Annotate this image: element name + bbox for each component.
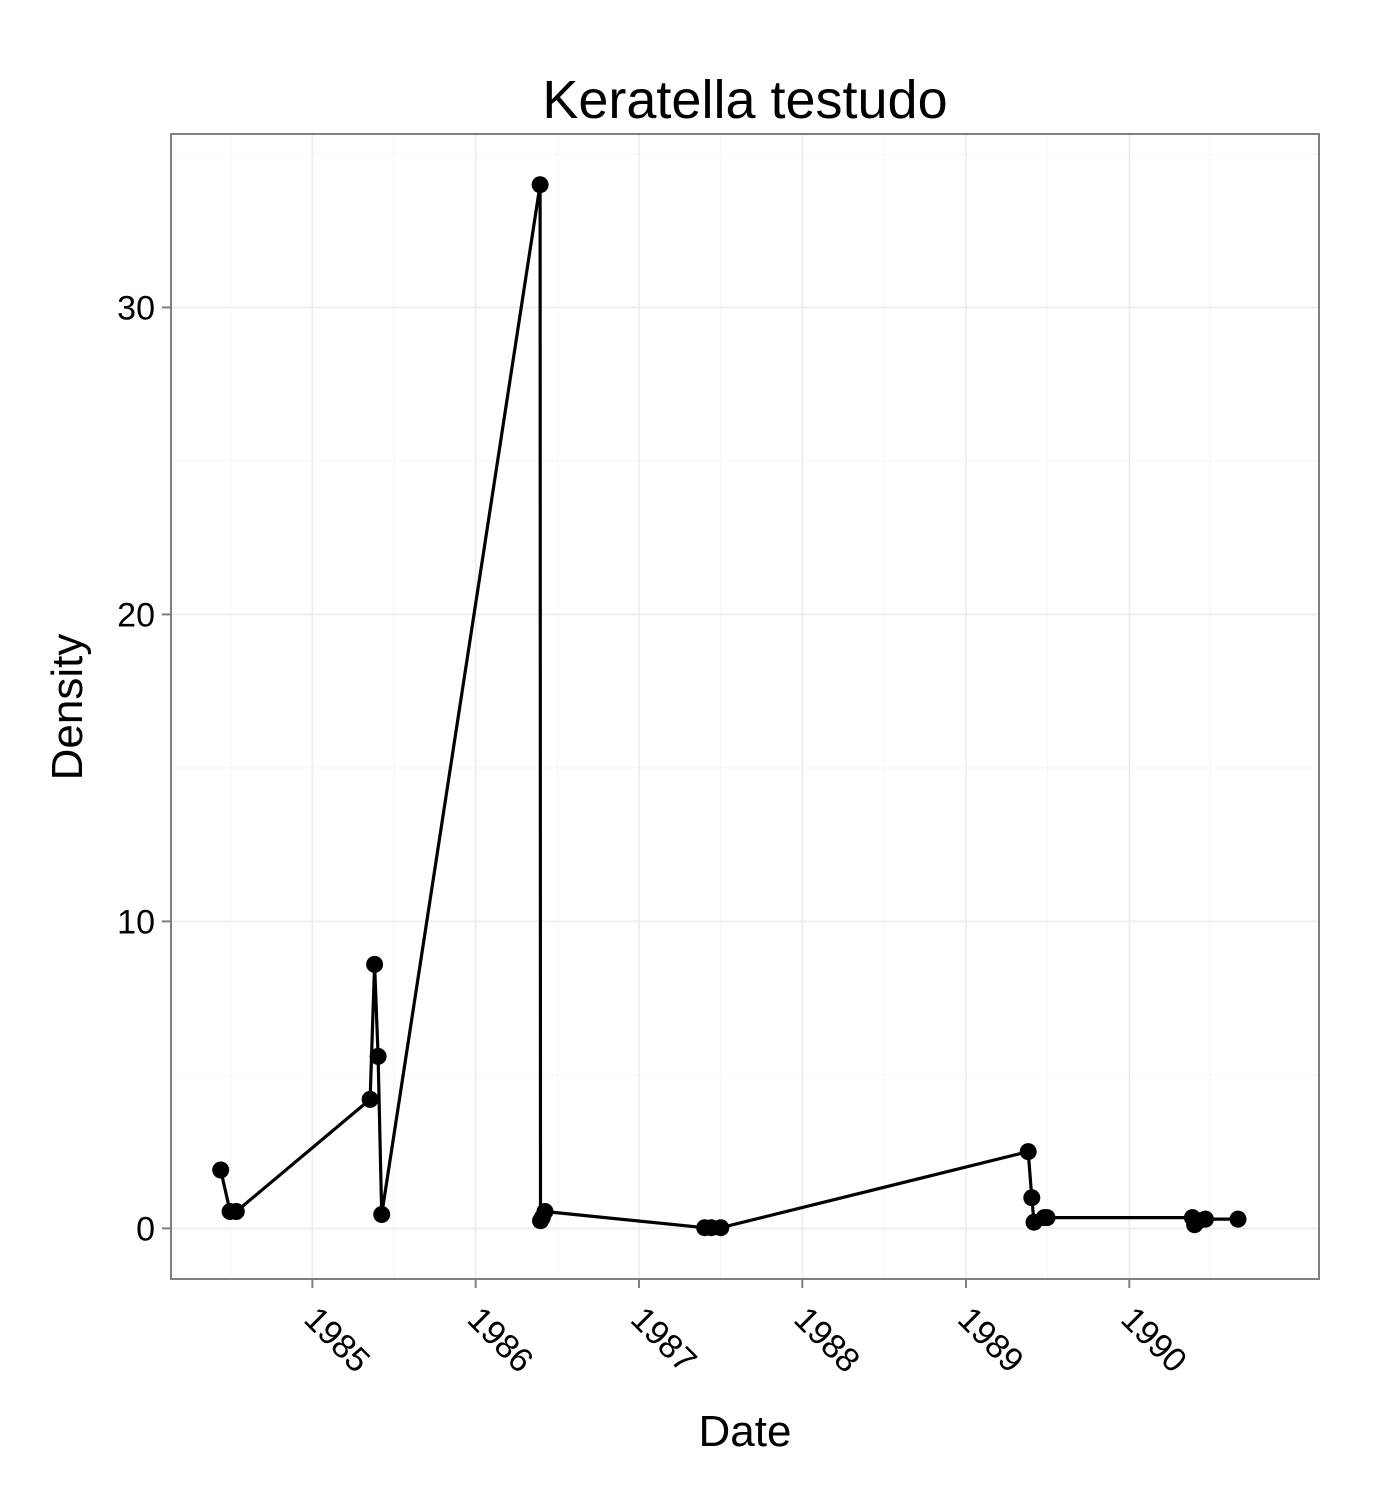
axis-ticks — [162, 306, 1131, 1288]
chart-title: Keratella testudo — [542, 70, 947, 130]
x-tick-label: 1989 — [950, 1300, 1030, 1380]
minor-grid — [171, 134, 1319, 1279]
y-tick-labels: 0 10 20 30 — [117, 289, 155, 1248]
y-axis-label: Density — [43, 634, 92, 781]
plot-panel-border — [170, 133, 1320, 1280]
data-point — [366, 955, 384, 973]
data-point — [227, 1203, 245, 1220]
y-tick-label: 0 — [136, 1210, 155, 1248]
data-point — [212, 1161, 230, 1179]
series-layer — [212, 176, 1247, 1237]
major-grid — [171, 134, 1319, 1279]
x-tick-label: 1990 — [1114, 1300, 1194, 1380]
y-tick-label: 20 — [117, 596, 155, 634]
x-tick-labels: 1985 1986 1987 1988 1989 1990 — [297, 1300, 1194, 1380]
data-point — [536, 1203, 554, 1220]
data-point — [1196, 1210, 1214, 1228]
data-point — [1019, 1143, 1037, 1161]
x-tick-label: 1988 — [787, 1300, 867, 1380]
x-tick-label: 1985 — [297, 1300, 377, 1380]
data-point — [712, 1219, 730, 1237]
data-point — [373, 1206, 391, 1223]
series-line — [219, 183, 1238, 1230]
data-point — [369, 1047, 387, 1065]
data-point — [1229, 1210, 1247, 1228]
x-tick-label: 1987 — [623, 1300, 703, 1380]
data-point — [361, 1090, 379, 1108]
y-tick-label: 10 — [117, 903, 155, 941]
data-point — [531, 176, 549, 194]
x-tick-label: 1986 — [460, 1300, 540, 1380]
x-axis-label: Date — [699, 1407, 792, 1456]
y-tick-label: 30 — [117, 289, 155, 327]
data-point — [1023, 1189, 1041, 1207]
data-point — [1038, 1209, 1056, 1227]
